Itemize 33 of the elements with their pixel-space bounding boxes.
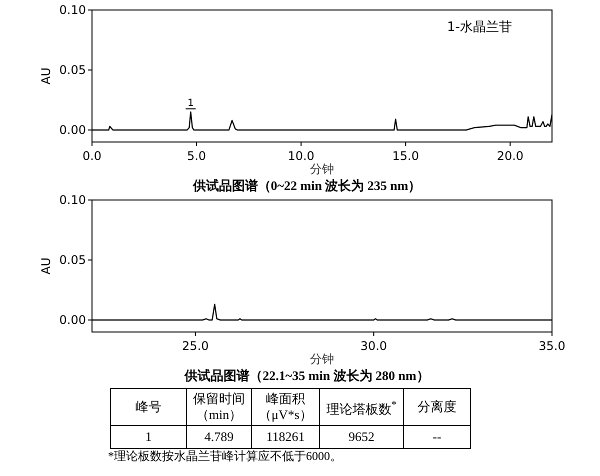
text: 分离度 <box>404 388 470 426</box>
x-tick-label: 0.0 <box>82 149 102 163</box>
text: *理论板数按水晶兰苷峰计算应不低于6000。 <box>108 448 342 465</box>
y-tick-label: 0.10 <box>59 3 86 17</box>
y-tick-label: 0.05 <box>59 63 86 77</box>
text: 4.789 <box>186 426 252 448</box>
y-tick-label: 0.10 <box>59 193 86 207</box>
y-tick-label: 0.05 <box>59 253 86 267</box>
text: 保留时间（min） <box>186 388 252 426</box>
y-axis-title: AU <box>39 68 53 84</box>
text: 供试品图谱（22.1~35 min 波长为 280 nm） <box>184 368 430 383</box>
x-tick-label: 10.0 <box>288 149 314 163</box>
text: 供试品图谱（0~22 min 波长为 235 nm） <box>192 178 422 193</box>
x-tick-label: 25.0 <box>182 339 209 353</box>
x-axis-title: 分钟 <box>310 162 334 176</box>
text: 峰面积（μV*s） <box>252 388 320 426</box>
x-axis-title: 分钟 <box>310 352 334 366</box>
x-tick-label: 15.0 <box>392 149 419 163</box>
x-tick-label: 35.0 <box>538 339 566 353</box>
y-axis-title: AU <box>39 258 53 274</box>
annotation: 1 <box>188 98 194 109</box>
text: 峰号 <box>110 388 186 426</box>
x-tick-label: 30.0 <box>360 339 388 353</box>
text: 9652 <box>320 426 404 448</box>
text: 1 <box>110 426 186 448</box>
y-tick-label: 0.00 <box>59 313 86 327</box>
text: 118261 <box>252 426 320 448</box>
x-tick-label: 5.0 <box>187 149 206 163</box>
y-tick-label: 0.00 <box>59 123 86 137</box>
annotation: 1-水晶兰苷 <box>447 20 512 35</box>
text: 理论塔板数$^{*}$ <box>320 388 404 426</box>
text: -- <box>404 426 470 448</box>
x-tick-label: 20.0 <box>496 149 524 163</box>
